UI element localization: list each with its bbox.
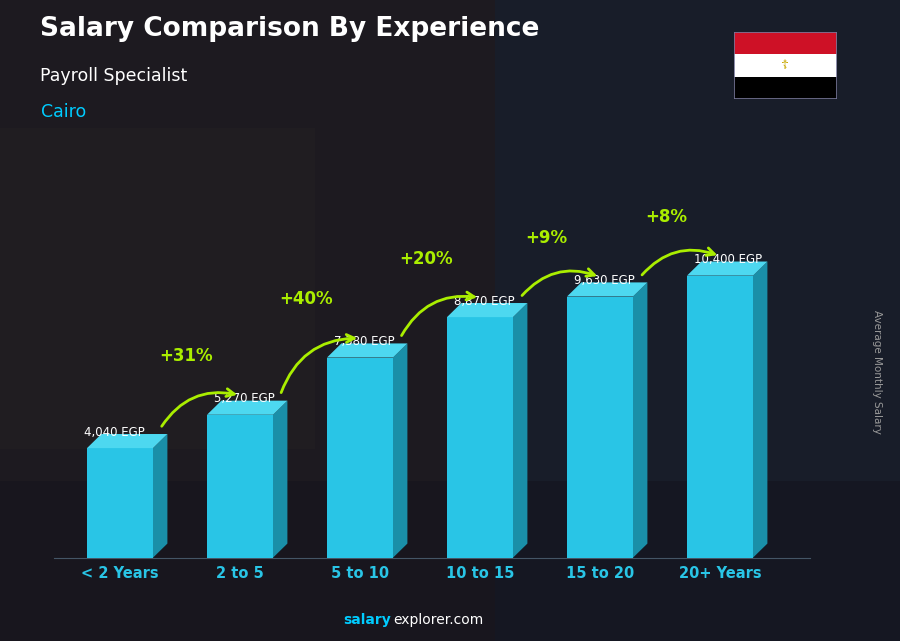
Polygon shape (87, 448, 153, 558)
Bar (0, 481, 900, 641)
Polygon shape (327, 358, 393, 558)
Text: 7,380 EGP: 7,380 EGP (334, 335, 394, 348)
Text: +40%: +40% (279, 290, 333, 308)
Polygon shape (567, 283, 647, 297)
Polygon shape (687, 262, 768, 276)
Text: 8,870 EGP: 8,870 EGP (454, 295, 514, 308)
Text: explorer.com: explorer.com (393, 613, 483, 627)
Text: 4,040 EGP: 4,040 EGP (84, 426, 145, 438)
Polygon shape (327, 344, 408, 358)
Text: Average Monthly Salary: Average Monthly Salary (872, 310, 883, 434)
Polygon shape (87, 434, 167, 448)
Polygon shape (273, 401, 287, 558)
Text: Cairo: Cairo (40, 103, 86, 121)
Polygon shape (207, 401, 287, 415)
Text: 5,270 EGP: 5,270 EGP (213, 392, 274, 405)
Text: 10,400 EGP: 10,400 EGP (694, 253, 761, 266)
Bar (734, 77, 837, 99)
Bar (0, 128, 315, 449)
Polygon shape (753, 262, 768, 558)
Polygon shape (447, 317, 513, 558)
Bar (734, 32, 837, 54)
Bar (495, 0, 900, 641)
Text: ☦: ☦ (781, 58, 789, 72)
Polygon shape (633, 283, 647, 558)
Polygon shape (207, 415, 273, 558)
Text: 9,630 EGP: 9,630 EGP (573, 274, 634, 287)
Polygon shape (567, 297, 633, 558)
Text: +20%: +20% (400, 250, 453, 268)
Text: salary: salary (344, 613, 392, 627)
Polygon shape (513, 303, 527, 558)
Polygon shape (687, 276, 753, 558)
Text: Payroll Specialist: Payroll Specialist (40, 67, 188, 85)
Text: +8%: +8% (645, 208, 687, 226)
Polygon shape (153, 434, 167, 558)
Bar (734, 54, 837, 77)
Text: +9%: +9% (525, 229, 567, 247)
Text: +31%: +31% (159, 347, 212, 365)
Text: Salary Comparison By Experience: Salary Comparison By Experience (40, 16, 540, 42)
Polygon shape (393, 344, 408, 558)
Polygon shape (447, 303, 527, 317)
